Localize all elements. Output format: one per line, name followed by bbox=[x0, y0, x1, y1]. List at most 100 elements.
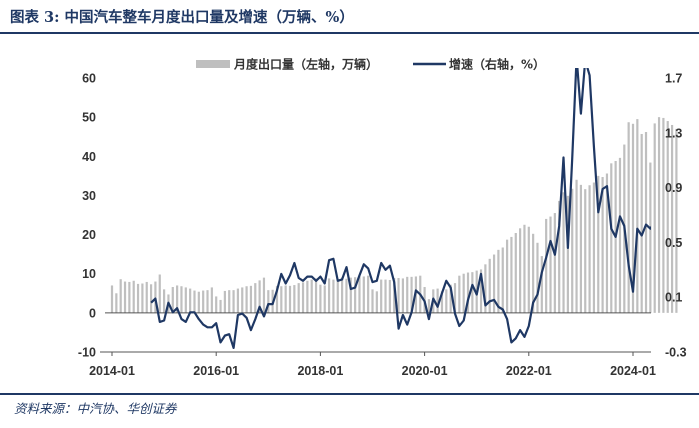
bar bbox=[136, 283, 140, 313]
bar bbox=[532, 233, 535, 313]
x-tick-label: 2020-01 bbox=[402, 364, 448, 378]
bar bbox=[184, 287, 187, 313]
y-left-tick-label: 30 bbox=[82, 189, 96, 203]
bar bbox=[666, 121, 669, 313]
bar bbox=[158, 274, 161, 313]
bar bbox=[128, 281, 131, 313]
bar bbox=[249, 285, 253, 313]
bar bbox=[171, 287, 174, 313]
bar bbox=[284, 285, 287, 313]
bar bbox=[427, 299, 431, 313]
bar bbox=[197, 291, 200, 313]
bar bbox=[479, 269, 483, 313]
x-tick-labels: 2014-01 2016-01 2018-01 2020-01 2022-01 2024-… bbox=[89, 352, 656, 378]
bar bbox=[545, 218, 548, 313]
legend: 月度出口量（左轴，万辆） 增速（右轴，%） bbox=[196, 57, 545, 72]
bar bbox=[232, 290, 235, 313]
bar bbox=[553, 213, 556, 313]
bar bbox=[163, 289, 166, 313]
bar bbox=[258, 280, 261, 313]
bar bbox=[536, 242, 539, 313]
bar bbox=[388, 279, 391, 313]
bar bbox=[189, 288, 192, 313]
bar bbox=[371, 289, 374, 313]
bar bbox=[466, 272, 470, 313]
bar bbox=[149, 284, 153, 313]
bar bbox=[401, 278, 404, 313]
bar bbox=[110, 285, 114, 313]
bar bbox=[327, 278, 331, 313]
bar bbox=[275, 285, 279, 313]
bar bbox=[488, 258, 491, 313]
bar bbox=[440, 291, 444, 313]
bar bbox=[510, 236, 513, 313]
bar bbox=[176, 285, 179, 313]
bar bbox=[380, 279, 383, 313]
bar bbox=[514, 233, 517, 313]
bar bbox=[549, 216, 552, 313]
bar bbox=[393, 278, 396, 313]
title-divider bbox=[0, 32, 699, 34]
bar bbox=[492, 254, 496, 313]
bar bbox=[245, 286, 248, 313]
bar bbox=[254, 283, 257, 313]
bar bbox=[280, 286, 283, 313]
bar bbox=[115, 293, 118, 313]
bar bbox=[657, 117, 661, 313]
bar bbox=[119, 279, 122, 313]
legend-bar-label: 月度出口量（左轴，万辆） bbox=[233, 57, 378, 72]
bar bbox=[453, 283, 457, 313]
x-tick-label: 2014-01 bbox=[89, 364, 135, 378]
bar bbox=[397, 278, 400, 313]
bar bbox=[180, 286, 183, 313]
bar bbox=[210, 287, 213, 313]
bar bbox=[306, 280, 309, 313]
bar bbox=[375, 291, 378, 313]
bar bbox=[436, 288, 439, 313]
bar bbox=[519, 228, 522, 313]
x-tick-label: 2024-01 bbox=[610, 364, 656, 378]
bar bbox=[675, 128, 678, 313]
bar bbox=[336, 279, 339, 313]
bar bbox=[202, 290, 205, 313]
bar bbox=[579, 184, 582, 313]
bar bbox=[288, 285, 292, 313]
bar bbox=[505, 239, 509, 313]
bar bbox=[345, 278, 348, 313]
bar bbox=[523, 224, 526, 313]
bar bbox=[406, 276, 409, 313]
bar bbox=[449, 284, 452, 313]
y-left-tick-label: 50 bbox=[82, 111, 96, 125]
bar bbox=[610, 163, 613, 313]
bar bbox=[584, 189, 587, 313]
bar bbox=[575, 179, 578, 313]
bar bbox=[562, 192, 565, 313]
bar bbox=[588, 185, 591, 313]
bar bbox=[649, 162, 652, 313]
bar bbox=[471, 272, 474, 313]
y-right-tick-label: 0.5 bbox=[665, 236, 682, 250]
y-left-tick-label: 10 bbox=[82, 267, 96, 281]
bar bbox=[558, 200, 561, 313]
x-tick-label: 2022-01 bbox=[506, 364, 552, 378]
source-divider bbox=[0, 393, 699, 395]
bar bbox=[193, 290, 196, 313]
bar bbox=[367, 275, 370, 313]
bar bbox=[445, 289, 448, 313]
bar bbox=[605, 173, 609, 313]
y-right-tick-label: -0.3 bbox=[665, 346, 687, 360]
bar bbox=[206, 290, 209, 313]
y-right-tick-labels: -0.3 0.1 0.5 0.9 1.3 1.7 bbox=[665, 72, 687, 360]
bar bbox=[228, 290, 231, 313]
bar bbox=[236, 288, 240, 313]
bar bbox=[223, 290, 226, 313]
y-left-tick-label: 40 bbox=[82, 150, 96, 164]
bar bbox=[458, 275, 461, 313]
bar bbox=[571, 188, 574, 313]
bar bbox=[297, 283, 300, 313]
bar bbox=[358, 275, 361, 313]
bar bbox=[592, 182, 596, 313]
bar bbox=[323, 285, 326, 313]
bar bbox=[219, 299, 222, 313]
y-left-tick-label: 20 bbox=[82, 228, 96, 242]
